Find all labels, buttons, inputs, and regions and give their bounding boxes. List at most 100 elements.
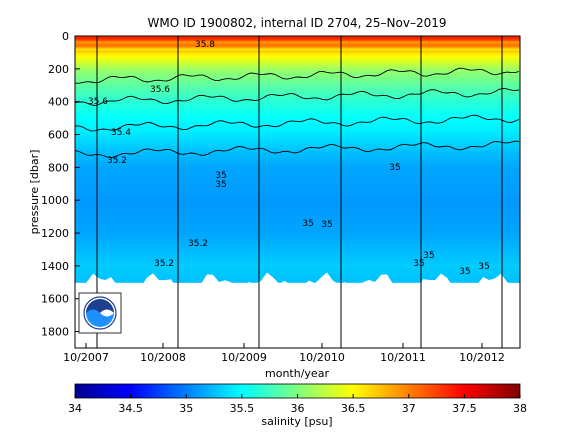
x-tick-label: 10/2010	[299, 351, 345, 364]
heatmap-band	[75, 106, 520, 109]
heatmap-band	[75, 88, 520, 91]
heatmap-band	[75, 241, 520, 244]
heatmap-band	[75, 62, 520, 65]
heatmap-band	[75, 100, 520, 103]
heatmap-band	[75, 198, 520, 201]
heatmap-band	[75, 214, 520, 218]
contour-label: 35	[302, 219, 313, 229]
heatmap-band	[75, 98, 520, 101]
heatmap-band	[75, 134, 520, 137]
contour-label: 35	[215, 180, 226, 190]
heatmap-band	[75, 42, 520, 45]
heatmap-band	[75, 101, 520, 104]
heatmap-band	[75, 81, 520, 85]
heatmap-band	[75, 108, 520, 111]
heatmap-band	[75, 160, 520, 163]
contour-label: 35.2	[188, 239, 208, 249]
contour-35.8	[75, 67, 520, 84]
heatmap-band	[75, 264, 520, 267]
colorbar-ticks: 34 34.5 35 35.5 36 36.5 37 37.5 38	[68, 394, 527, 415]
colorbar-tick-label: 34	[68, 402, 82, 415]
y-tick-label: 200	[48, 63, 69, 76]
contour-label: 35	[321, 220, 332, 230]
heatmap-band	[75, 275, 520, 278]
heatmap-band	[75, 68, 520, 71]
heatmap-band	[75, 251, 520, 254]
heatmap-band	[75, 126, 520, 129]
heatmap-band	[75, 73, 520, 76]
heatmap-band	[75, 257, 520, 260]
heatmap-band	[75, 121, 520, 124]
colorbar-tick-label: 37	[402, 402, 416, 415]
heatmap-band	[75, 78, 520, 81]
heatmap-band	[75, 157, 520, 160]
heatmap-band	[75, 203, 520, 206]
heatmap-band	[75, 173, 520, 177]
heatmap-band	[75, 119, 520, 122]
heatmap-band	[75, 269, 520, 272]
heatmap-band	[75, 154, 520, 157]
contour-label: 35.6	[150, 85, 170, 95]
heatmap-band	[75, 86, 520, 90]
heatmap-band	[75, 70, 520, 73]
heatmap-band	[75, 178, 520, 182]
colorbar-tick-label: 34.5	[118, 402, 143, 415]
heatmap-band	[75, 233, 520, 236]
y-tick-label: 1200	[41, 227, 69, 240]
heatmap-band	[75, 239, 520, 242]
heatmap-band	[75, 114, 520, 117]
heatmap-band	[75, 192, 520, 195]
heatmap-band	[75, 129, 520, 132]
noaa-logo	[78, 292, 122, 334]
contour-label: 35	[423, 251, 434, 261]
heatmap-band	[75, 109, 520, 113]
contour-35.4	[75, 114, 520, 132]
heatmap-band	[75, 45, 520, 48]
y-tick-label: 1600	[41, 293, 69, 306]
x-tick-label: 10/2008	[140, 351, 186, 364]
heatmap-band	[75, 169, 520, 172]
heatmap-band	[75, 259, 520, 262]
y-tick-label: 800	[48, 161, 69, 174]
heatmap-band	[75, 254, 520, 257]
heatmap-band	[75, 146, 520, 149]
heatmap-band	[75, 104, 520, 108]
heatmap-band	[75, 182, 520, 185]
heatmap-band	[75, 118, 520, 121]
heatmap-band	[75, 187, 520, 190]
heatmap-band	[75, 123, 520, 126]
heatmap-band	[75, 152, 520, 155]
contour-label: 35.4	[111, 128, 131, 138]
contour-label: 35.2	[154, 259, 174, 269]
heatmap-band	[75, 63, 520, 67]
heatmap-band	[75, 57, 520, 60]
heatmap-band	[75, 279, 520, 282]
heatmap-band	[75, 50, 520, 53]
heatmap-band	[75, 127, 520, 131]
heatmap-band	[75, 72, 520, 75]
contour-label: 35.2	[107, 156, 127, 166]
heatmap-band	[75, 111, 520, 114]
y-axis-label: pressure [dbar]	[28, 150, 41, 235]
y-tick-label: 1800	[41, 326, 69, 339]
heatmap-band	[75, 193, 520, 196]
y-tick-label: 600	[48, 129, 69, 142]
heatmap-band	[75, 177, 520, 180]
heatmap-band	[75, 211, 520, 214]
heatmap-band	[75, 172, 520, 175]
heatmap-band	[75, 60, 520, 63]
heatmap-band	[75, 270, 520, 273]
heatmap-band	[75, 162, 520, 165]
heatmap-band	[75, 159, 520, 162]
heatmap-band	[75, 242, 520, 246]
heatmap-band	[75, 96, 520, 99]
heatmap-band	[75, 228, 520, 231]
heatmap-band	[75, 44, 520, 47]
heatmap-band	[75, 144, 520, 147]
heatmap-band	[75, 210, 520, 213]
heatmap-band	[75, 265, 520, 269]
heatmap-band	[75, 58, 520, 62]
heatmap-band	[75, 165, 520, 168]
y-tick-label: 1400	[41, 260, 69, 273]
heatmap-band	[75, 200, 520, 203]
